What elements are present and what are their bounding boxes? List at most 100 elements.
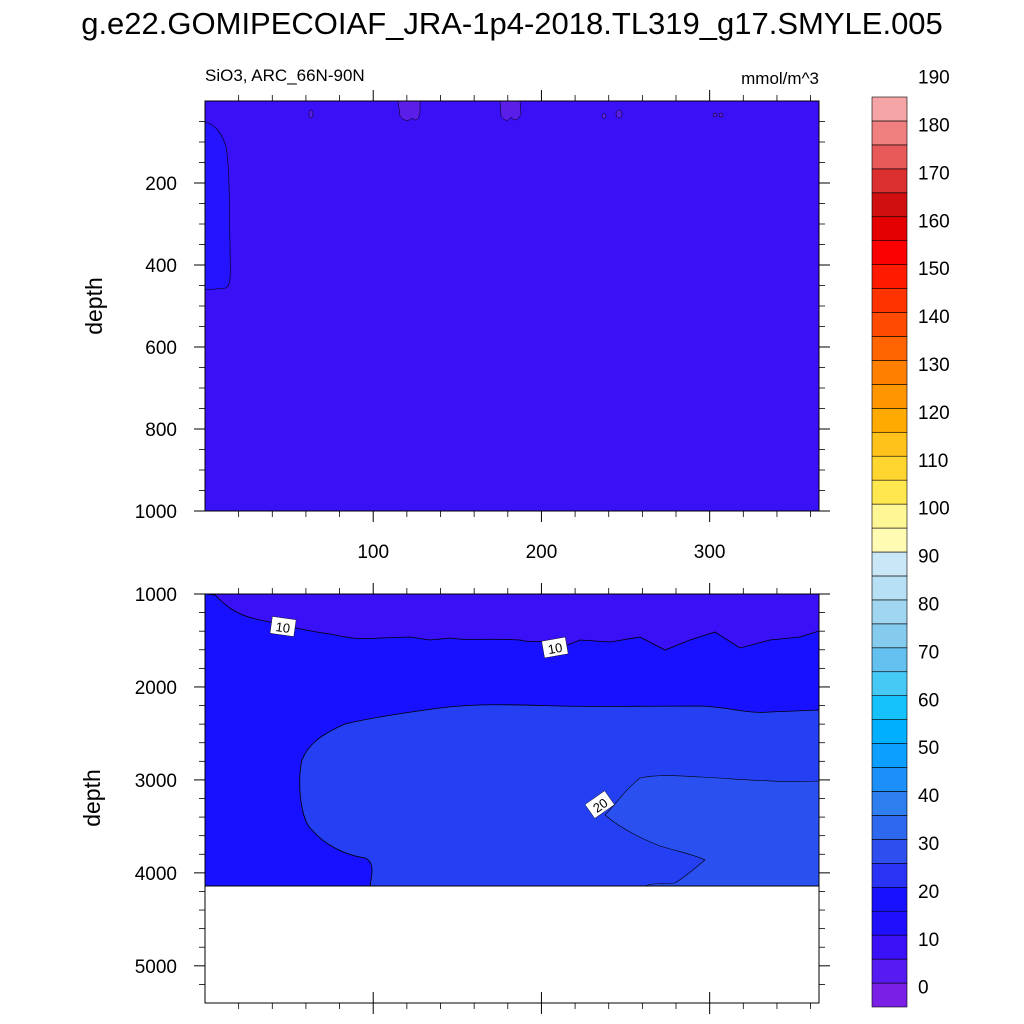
upper-panel: 200 400 600 800 1000 100 200 300 SiO3, ARC_66N… (81, 66, 830, 563)
colorbar-swatch (871, 144, 908, 170)
colorbar: 0 10 20 30 40 50 60 70 80 90 100 110 120 130 140 150 160… (871, 68, 950, 1008)
colorbar-swatch (871, 288, 908, 313)
colorbar-swatch (871, 168, 908, 194)
contour-label-20: 20 (584, 790, 615, 819)
colorbar-swatch (871, 336, 908, 361)
colorbar-label: 130 (918, 355, 950, 376)
colorbar-label: 10 (918, 930, 939, 951)
colorbar-swatch (871, 312, 908, 337)
missing-data-region (205, 886, 819, 1003)
colorbar-swatch (871, 623, 908, 649)
colorbar-label: 120 (918, 403, 950, 424)
colorbar-swatch (871, 791, 908, 816)
surface-spot (499, 101, 522, 121)
colorbar-swatch (871, 575, 908, 601)
colorbar-swatch (871, 647, 908, 673)
contour-label-10-left: 10 (269, 616, 297, 637)
colorbar-label: 160 (918, 211, 950, 232)
upper-y-axis-title: depth (81, 277, 107, 335)
lower-panel: 1000 2000 3000 4000 5000 10 10 20 depth (79, 583, 830, 1014)
colorbar-label: 70 (918, 642, 939, 663)
colorbar-label: 110 (918, 451, 948, 472)
colorbar-label: 140 (918, 307, 950, 328)
surface-spot (712, 112, 718, 118)
variable-label: SiO3, ARC_66N-90N (205, 66, 365, 85)
upper-x-tick-labels: 100 200 300 (357, 542, 725, 563)
y-tick-label: 1000 (135, 585, 177, 606)
colorbar-label: 150 (918, 259, 950, 280)
colorbar-swatch (871, 719, 908, 744)
colorbar-label: 0 (918, 978, 929, 999)
colorbar-swatch (871, 264, 908, 289)
colorbar-swatch (871, 958, 908, 984)
colorbar-swatch (871, 886, 908, 912)
colorbar-swatch (871, 120, 908, 146)
colorbar-swatches (871, 96, 908, 1008)
lower-band-30-40 (604, 775, 819, 887)
colorbar-label: 100 (918, 499, 950, 520)
upper-surface-spots (308, 101, 724, 121)
y-tick-label: 400 (145, 256, 177, 277)
colorbar-swatch (871, 551, 908, 577)
y-tick-label: 600 (145, 338, 177, 359)
colorbar-swatch (871, 503, 908, 529)
upper-fill-region (205, 101, 819, 511)
svg-text:20: 20 (590, 795, 610, 816)
surface-spot (615, 109, 623, 119)
contour-label-10-right: 10 (541, 636, 569, 659)
colorbar-swatch (871, 910, 908, 936)
colorbar-label: 80 (918, 594, 939, 615)
lower-tick-marks (194, 583, 830, 1014)
lower-y-tick-labels: 1000 2000 3000 4000 5000 (135, 585, 177, 978)
colorbar-label: 20 (918, 882, 939, 903)
colorbar-swatch (871, 216, 908, 241)
lower-y-axis-title: depth (79, 769, 105, 827)
colorbar-swatch (871, 839, 908, 864)
colorbar-swatch (871, 599, 908, 625)
colorbar-swatch (871, 96, 908, 122)
x-tick-label: 200 (526, 542, 558, 563)
colorbar-label: 170 (918, 163, 950, 184)
colorbar-swatch (871, 455, 908, 481)
colorbar-swatch (871, 743, 908, 768)
colorbar-label: 50 (918, 738, 939, 759)
colorbar-swatch (871, 767, 908, 792)
upper-y-tick-labels: 200 400 600 800 1000 (135, 174, 177, 523)
surface-spot (601, 113, 607, 119)
colorbar-swatch (871, 695, 908, 720)
colorbar-swatch (871, 863, 908, 888)
colorbar-label: 40 (918, 786, 939, 807)
colorbar-labels: 0 10 20 30 40 50 60 70 80 90 100 110 120 130 140 150 160… (918, 68, 950, 999)
y-tick-label: 4000 (135, 864, 177, 885)
colorbar-label: 30 (918, 834, 939, 855)
x-tick-label: 300 (694, 542, 726, 563)
colorbar-swatch (871, 527, 908, 553)
colorbar-swatch (871, 408, 908, 433)
colorbar-label: 180 (918, 116, 950, 137)
colorbar-swatch (871, 192, 908, 218)
y-tick-label: 1000 (135, 502, 177, 523)
upper-patch-region (205, 121, 231, 291)
colorbar-swatch (871, 815, 908, 840)
colorbar-label: 190 (918, 68, 950, 89)
surface-spot (308, 109, 314, 119)
y-tick-label: 200 (145, 174, 177, 195)
colorbar-swatch (871, 431, 908, 457)
x-tick-label: 100 (357, 542, 389, 563)
colorbar-swatch (871, 982, 908, 1008)
colorbar-swatch (871, 384, 908, 409)
svg-text:10: 10 (547, 640, 564, 657)
surface-spot (397, 101, 421, 121)
colorbar-swatch (871, 240, 908, 265)
colorbar-swatch (871, 934, 908, 960)
svg-text:10: 10 (275, 619, 291, 636)
colorbar-swatch (871, 360, 908, 385)
y-tick-label: 3000 (135, 771, 177, 792)
y-tick-label: 2000 (135, 678, 177, 699)
page-title: g.e22.GOMIPECOIAF_JRA-1p4-2018.TL319_g17… (81, 6, 943, 41)
colorbar-swatch (871, 479, 908, 505)
upper-tick-marks (194, 90, 830, 522)
units-label: mmol/m^3 (741, 69, 819, 88)
colorbar-swatch (871, 671, 908, 696)
